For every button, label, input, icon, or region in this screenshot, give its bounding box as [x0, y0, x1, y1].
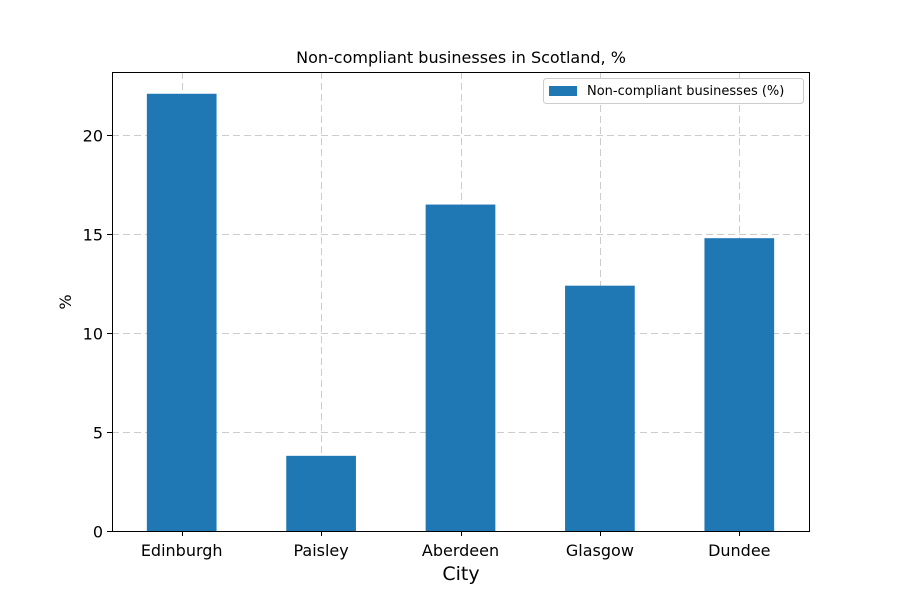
y-tick-label: 10 [83, 325, 103, 344]
x-axis-label: City [442, 563, 479, 585]
x-tick-label: Paisley [293, 541, 348, 560]
x-tick-label: Dundee [708, 541, 770, 560]
bar-dundee [704, 238, 775, 532]
bar-glasgow [565, 285, 635, 531]
x-axis-ticks: Edinburgh Paisley Aberdeen Glasgow Dundee [141, 531, 771, 560]
legend-box [543, 78, 804, 104]
x-tick-label: Edinburgh [141, 541, 223, 560]
y-tick-label: 15 [83, 226, 103, 245]
x-tick-label: Glasgow [566, 541, 634, 560]
bar-edinburgh [146, 93, 217, 531]
y-axis-ticks: 0 5 10 15 20 [83, 127, 112, 542]
bar-paisley [286, 455, 356, 531]
plot-frame [112, 72, 810, 532]
bar-aberdeen [425, 204, 496, 531]
legend: Non-compliant businesses (%) [543, 78, 804, 104]
chart-title: Non-compliant businesses in Scotland, % [296, 48, 626, 67]
bars [146, 93, 775, 532]
legend-label: Non-compliant businesses (%) [587, 84, 784, 99]
x-tick-label: Aberdeen [422, 541, 499, 560]
y-tick-label: 0 [93, 523, 103, 542]
y-axis-label: % [56, 294, 75, 309]
legend-swatch [549, 86, 577, 96]
y-tick-label: 20 [83, 127, 103, 146]
y-tick-label: 5 [93, 424, 103, 443]
